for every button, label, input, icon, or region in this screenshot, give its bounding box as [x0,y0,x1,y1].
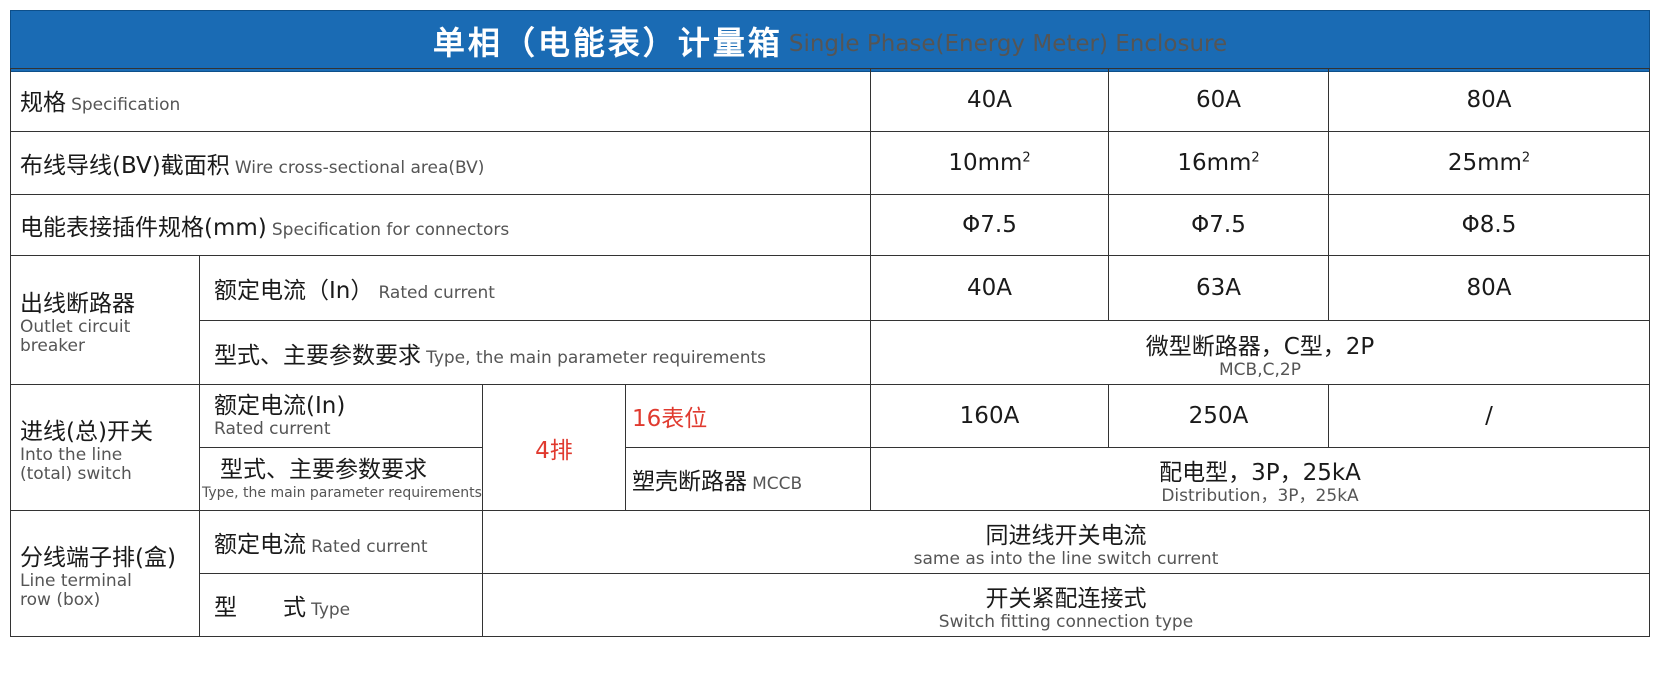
terminal-type-value-en: Switch fitting connection type [938,612,1194,632]
wire-label-en: Wire cross-sectional area(BV) [234,158,485,178]
outlet-type-en: Type, the main parameter requirements [426,347,767,368]
connector-value-2: Φ7.5 [1108,194,1329,256]
spec-value-2-text: 60A [1195,87,1241,113]
spec-value-1-text: 40A [966,87,1012,113]
outlet-rated-cn: 额定电流（In） [214,278,374,304]
terminal-rated-en: Rated current [311,537,428,557]
outlet-type-cn: 型式、主要参数要求 [214,342,421,369]
main-rated-label-cell: 额定电流(In) Rated current [199,384,483,448]
connector-value-1: Φ7.5 [870,194,1109,256]
spec-label-cn: 规格 [20,90,66,116]
mccb-cn: 塑壳断路器 [632,469,747,495]
wire-value-3-sup: 2 [1521,150,1531,166]
main-switch-group-en-2: (total) switch [20,463,132,484]
connector-value-3: Φ8.5 [1328,194,1650,256]
main-switch-group-cn: 进线(总)开关 [20,418,153,445]
spec-value-2: 60A [1108,68,1329,132]
table-title-banner: 单相（电能表）计量箱 Single Phase(Energy Meter) En… [10,10,1650,72]
title-en: Single Phase(Energy Meter) Enclosure [788,31,1228,57]
outlet-rated-en: Rated current [378,283,495,303]
terminal-rated-value-en: same as into the line switch current [913,549,1219,569]
positions-cell: 16表位 [625,384,871,448]
outlet-breaker-group-en-2: breaker [20,336,85,356]
wire-value-2: 16mm2 [1108,131,1329,195]
main-switch-group-cell: 进线(总)开关 Into the line (total) switch [10,384,200,511]
mccb-cell: 塑壳断路器 MCCB [625,447,871,511]
connector-label-cn: 电能表接插件规格(mm) [20,215,267,241]
connector-label-en: Specification for connectors [271,220,510,240]
main-type-value-en: Distribution，3P，25kA [1161,486,1359,506]
wire-value-2-text: 16mm [1177,150,1252,176]
terminal-rated-label-cell: 额定电流 Rated current [199,510,483,574]
terminal-group-en-2: row (box) [20,589,101,610]
main-rated-value-1-text: 160A [959,403,1020,429]
main-switch-group-en-1: Into the line [20,444,123,465]
wire-value-3-text: 25mm [1447,150,1522,176]
rows-count-label: 4排 [535,437,573,464]
outlet-breaker-group-en-1: Outlet circuit [20,317,131,337]
title-cn: 单相（电能表）计量箱 [432,24,783,62]
spec-label-en: Specification [71,95,181,115]
main-type-value-cell: 配电型，3P，25kA Distribution，3P，25kA [870,447,1650,511]
connector-value-3-text: Φ8.5 [1461,212,1517,238]
terminal-type-cn: 型 式 [214,595,306,621]
terminal-type-label-cell: 型 式 Type [199,573,483,637]
terminal-group-cn: 分线端子排(盒) [20,544,176,571]
main-rated-cn: 额定电流(In) [214,393,346,419]
terminal-rated-cn: 额定电流 [214,532,306,558]
main-type-value-cn: 配电型，3P，25kA [1159,460,1361,486]
main-rated-value-1: 160A [870,384,1109,448]
outlet-type-label-cell: 型式、主要参数要求 Type, the main parameter requi… [199,320,871,385]
wire-value-2-sup: 2 [1251,150,1260,166]
main-rated-value-3: / [1328,384,1650,448]
wire-value-1: 10mm2 [870,131,1109,195]
terminal-type-en: Type [311,600,351,620]
terminal-group-en-1: Line terminal [20,570,132,591]
spec-label-cell: 规格 Specification [10,68,871,132]
terminal-rated-value-cn: 同进线开关电流 [985,523,1147,549]
positions-label: 16表位 [632,406,708,432]
outlet-rated-value-2-text: 63A [1195,275,1241,301]
wire-label-cn: 布线导线(BV)截面积 [20,153,230,179]
main-rated-value-2: 250A [1108,384,1329,448]
spec-value-3-text: 80A [1466,87,1512,113]
mccb-en: MCCB [752,474,803,494]
outlet-rated-value-1-text: 40A [966,275,1012,301]
spec-table: 单相（电能表）计量箱 Single Phase(Energy Meter) En… [10,10,1650,674]
terminal-type-value-cn: 开关紧配连接式 [985,586,1147,612]
terminal-type-value-cell: 开关紧配连接式 Switch fitting connection type [482,573,1650,637]
outlet-type-value-en: MCB,C,2P [1219,359,1301,380]
connector-value-1-text: Φ7.5 [962,212,1017,238]
outlet-rated-value-3: 80A [1328,255,1650,321]
main-type-en: Type, the main parameter requirements [202,485,482,501]
outlet-type-value-cn: 微型断路器，C型，2P [1145,333,1375,360]
main-rated-en: Rated current [214,419,331,439]
main-rated-value-2-text: 250A [1188,403,1249,429]
spec-value-3: 80A [1328,68,1650,132]
rows-count-cell: 4排 [482,384,626,511]
outlet-breaker-group-cell: 出线断路器 Outlet circuit breaker [10,255,200,385]
terminal-rated-value-cell: 同进线开关电流 same as into the line switch cur… [482,510,1650,574]
connector-label-cell: 电能表接插件规格(mm) Specification for connector… [10,194,871,256]
spec-value-1: 40A [870,68,1109,132]
wire-label-cell: 布线导线(BV)截面积 Wire cross-sectional area(BV… [10,131,871,195]
outlet-rated-label-cell: 额定电流（In） Rated current [199,255,871,321]
outlet-type-value-cell: 微型断路器，C型，2P MCB,C,2P [870,320,1650,385]
main-type-cn: 型式、主要参数要求 [220,457,427,483]
main-rated-value-3-text: / [1485,403,1493,429]
main-type-label-cell: 型式、主要参数要求 Type, the main parameter requi… [199,447,483,511]
outlet-rated-value-1: 40A [870,255,1109,321]
wire-value-1-text: 10mm [948,150,1023,176]
outlet-breaker-group-cn: 出线断路器 [20,291,135,317]
outlet-rated-value-2: 63A [1108,255,1329,321]
connector-value-2-text: Φ7.5 [1191,212,1246,238]
terminal-group-cell: 分线端子排(盒) Line terminal row (box) [10,510,200,637]
outlet-rated-value-3-text: 80A [1466,275,1512,301]
wire-value-1-sup: 2 [1022,150,1031,166]
wire-value-3: 25mm2 [1328,131,1650,195]
